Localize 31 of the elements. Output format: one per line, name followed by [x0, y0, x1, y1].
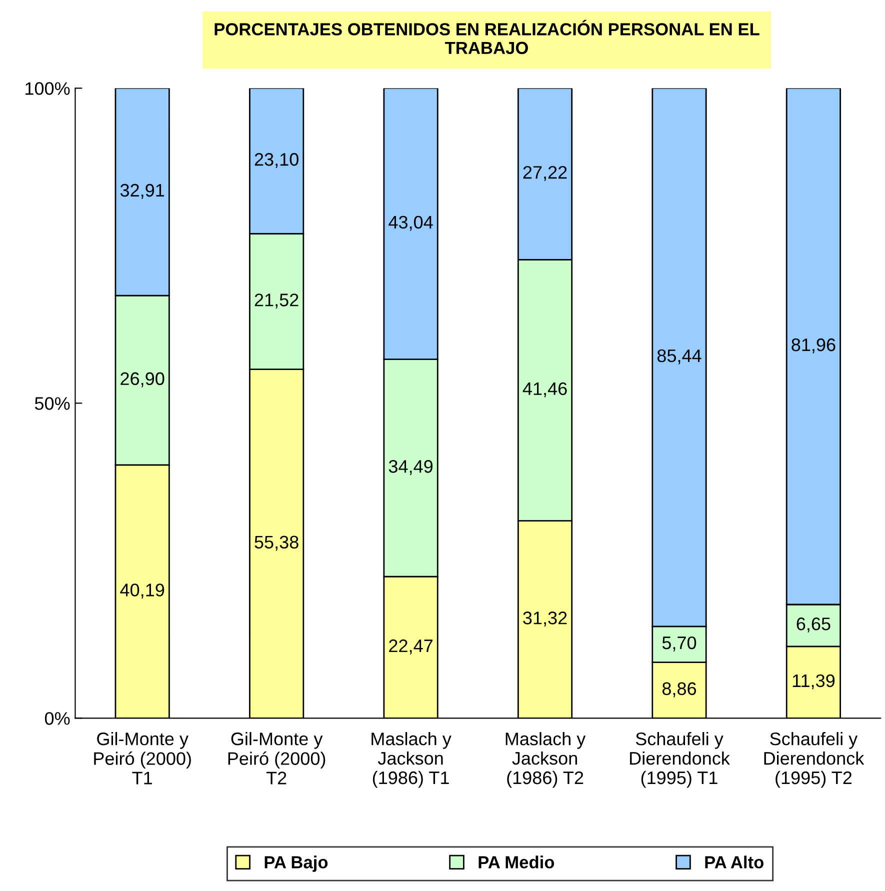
data-label: 81,96: [792, 338, 836, 354]
y-tick-label: 0%: [44, 712, 70, 725]
data-label: 22,47: [389, 639, 432, 654]
x-tick-label: Gil-Monte y Peiró (2000) T2: [228, 732, 326, 784]
y-tick-label: 50%: [34, 397, 70, 410]
data-label: 26,90: [120, 372, 164, 388]
x-tick-label: Maslach y Jackson (1986) T1: [372, 732, 452, 788]
x-tick-label: Maslach y Jackson (1986) T2: [506, 732, 586, 788]
data-label: 32,91: [120, 184, 164, 199]
x-tick-label: Gil-Monte y Peiró (2000) T1: [94, 732, 191, 784]
data-label: 34,49: [388, 460, 433, 475]
data-label: 5,70: [662, 636, 696, 652]
data-label: 85,44: [657, 349, 702, 364]
data-label: 6,65: [796, 618, 830, 632]
data-label: 41,46: [522, 382, 567, 398]
data-label: 21,52: [254, 294, 298, 308]
legend-label: PA Bajo: [264, 856, 328, 872]
data-label: 11,39: [792, 674, 835, 690]
y-tick-label: 100%: [26, 82, 70, 95]
legend-label: PA Alto: [705, 856, 764, 868]
data-label: 43,04: [388, 216, 433, 231]
legend-label: PA Medio: [478, 856, 554, 868]
x-tick-label: Schaufeli y Dierendonck (1995) T1: [630, 732, 730, 788]
chart-title: PORCENTAJES OBTENIDOS EN REALIZACIÓN PERSONAL EN EL TRABAJO: [214, 20, 760, 54]
data-label: 23,10: [254, 153, 298, 168]
x-tick-label: Schaufeli y Dierendonck (1995) T2: [764, 732, 864, 788]
data-label: 31,32: [523, 612, 567, 626]
data-label: 8,86: [662, 682, 696, 698]
data-label: 27,22: [523, 166, 567, 181]
data-label: 40,19: [120, 584, 164, 599]
data-label: 55,38: [254, 536, 298, 551]
